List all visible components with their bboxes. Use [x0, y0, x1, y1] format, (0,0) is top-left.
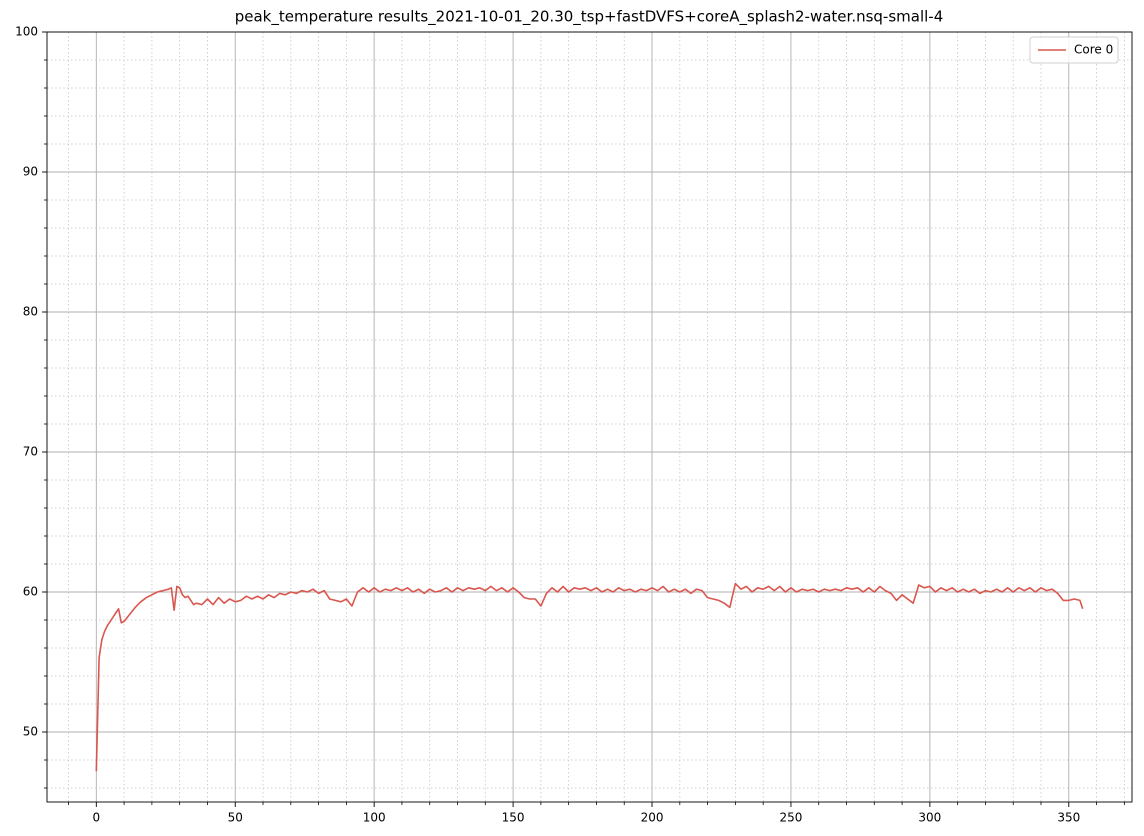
y-tick-label: 100: [15, 25, 38, 39]
legend-box: [1029, 36, 1119, 64]
x-tick-label: 0: [92, 811, 100, 825]
y-tick-label: 70: [23, 445, 38, 459]
chart-title: peak_temperature results_2021-10-01_20.3…: [235, 8, 944, 27]
x-tick-label: 200: [641, 811, 664, 825]
y-tick-label: 50: [23, 725, 38, 739]
x-tick-label: 250: [779, 811, 802, 825]
x-tick-label: 300: [918, 811, 941, 825]
y-tick-label: 90: [23, 165, 38, 179]
data-line: [95, 582, 1084, 772]
x-tick-label: 100: [363, 811, 386, 825]
plot-frame: [46, 31, 1133, 803]
legend-label: Core 0: [1074, 43, 1113, 57]
x-tick-label: 50: [228, 811, 243, 825]
x-tick-label: 350: [1057, 811, 1080, 825]
x-tick-label: 150: [502, 811, 525, 825]
y-tick-label: 80: [23, 305, 38, 319]
y-tick-label: 60: [23, 585, 38, 599]
